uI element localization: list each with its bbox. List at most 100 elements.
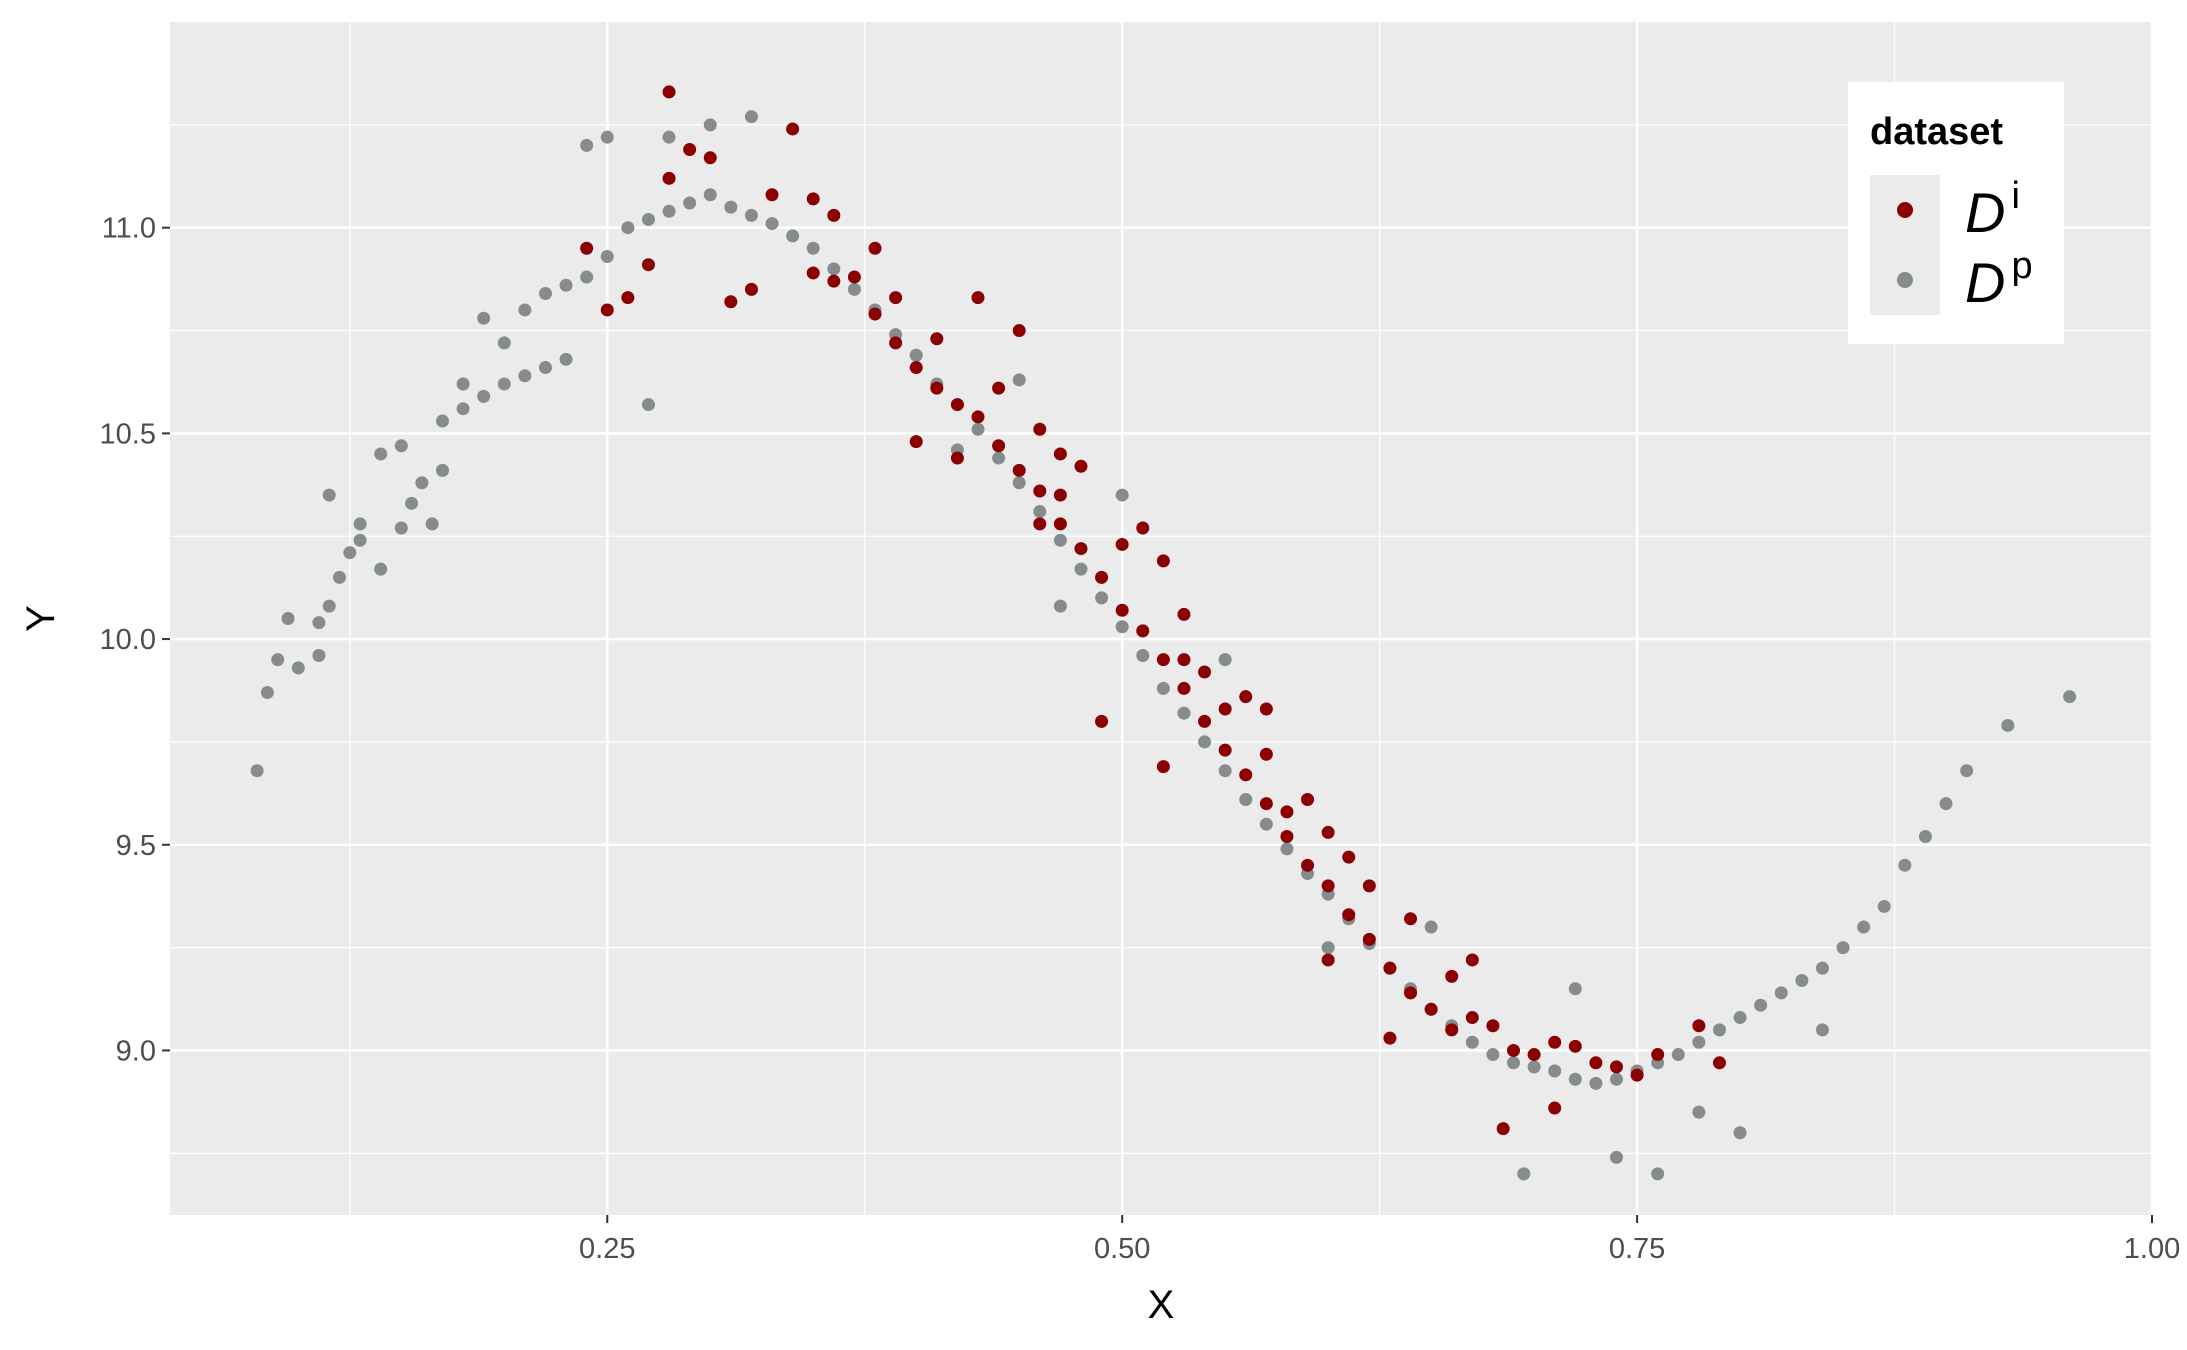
data-point <box>1218 702 1232 716</box>
data-point <box>1383 1031 1397 1045</box>
legend-key-point <box>1897 202 1913 218</box>
data-point <box>600 303 614 317</box>
data-point <box>1136 521 1150 535</box>
data-point <box>1857 920 1871 934</box>
data-point <box>1053 517 1067 531</box>
data-point <box>1033 517 1047 531</box>
data-point <box>703 188 717 202</box>
legend-key-point <box>1897 272 1913 288</box>
data-point <box>538 361 552 375</box>
data-point <box>1712 1056 1726 1070</box>
data-point <box>1507 1056 1521 1070</box>
x-axis-title: X <box>1148 1283 1175 1327</box>
data-point <box>1321 953 1335 967</box>
y-tick-label: 10.5 <box>100 418 156 450</box>
data-point <box>1012 476 1026 490</box>
data-point <box>1053 533 1067 547</box>
data-point <box>1445 1023 1459 1037</box>
data-point <box>312 649 326 663</box>
data-point <box>1548 1101 1562 1115</box>
data-point <box>1177 681 1191 695</box>
data-point <box>1517 1167 1531 1181</box>
data-point <box>1053 447 1067 461</box>
data-point <box>909 348 923 362</box>
data-point <box>1465 1035 1479 1049</box>
data-point <box>374 562 388 576</box>
x-tick-label: 0.50 <box>1094 1233 1150 1265</box>
data-point <box>1362 932 1376 946</box>
data-point <box>827 274 841 288</box>
data-point <box>1321 825 1335 839</box>
data-point <box>1651 1048 1665 1062</box>
data-point <box>1321 879 1335 893</box>
data-point <box>538 287 552 301</box>
data-point <box>271 653 285 667</box>
data-point <box>1259 747 1273 761</box>
data-point <box>1815 1023 1829 1037</box>
data-point <box>559 278 573 292</box>
data-point <box>889 291 903 305</box>
minor-gridlines <box>170 22 2152 1215</box>
data-point <box>1527 1060 1541 1074</box>
data-point <box>992 451 1006 465</box>
data-point <box>847 270 861 284</box>
data-point <box>1404 912 1418 926</box>
x-tick-label: 0.75 <box>1609 1233 1665 1265</box>
data-point <box>1362 879 1376 893</box>
data-point <box>1156 760 1170 774</box>
data-point <box>1404 986 1418 1000</box>
data-point <box>806 266 820 280</box>
data-point <box>580 241 594 255</box>
data-point <box>435 463 449 477</box>
data-point <box>786 122 800 136</box>
data-point <box>291 661 305 675</box>
y-axis: 9.0 9.5 10.0 10.5 11.0 <box>100 213 170 1067</box>
data-point <box>1609 1060 1623 1074</box>
data-point <box>600 130 614 144</box>
data-point <box>1651 1167 1665 1181</box>
y-tick-label: 9.0 <box>116 1035 156 1067</box>
data-point <box>333 570 347 584</box>
data-point <box>1496 1122 1510 1136</box>
data-point <box>1259 797 1273 811</box>
data-point <box>1156 653 1170 667</box>
data-point <box>1095 570 1109 584</box>
data-point <box>1898 858 1912 872</box>
data-point <box>662 130 676 144</box>
data-point <box>580 270 594 284</box>
data-point <box>343 546 357 560</box>
data-point <box>1383 961 1397 975</box>
data-point <box>1568 1039 1582 1053</box>
data-point <box>847 282 861 296</box>
data-point <box>827 208 841 222</box>
data-point <box>425 517 439 531</box>
data-point <box>1012 373 1026 387</box>
data-point <box>909 435 923 449</box>
data-point <box>1342 908 1356 922</box>
y-tick-label: 10.0 <box>100 624 156 656</box>
data-point <box>1609 1072 1623 1086</box>
data-point <box>992 381 1006 395</box>
data-point <box>260 686 274 700</box>
data-point <box>1095 591 1109 605</box>
data-point <box>394 439 408 453</box>
data-point <box>322 599 336 613</box>
data-point <box>992 439 1006 453</box>
data-point <box>1259 702 1273 716</box>
data-point <box>477 389 491 403</box>
x-tick-label: 1.00 <box>2124 1233 2180 1265</box>
data-point <box>744 208 758 222</box>
data-point <box>1486 1048 1500 1062</box>
data-point <box>1486 1019 1500 1033</box>
data-point <box>497 336 511 350</box>
data-point <box>1836 941 1850 955</box>
data-point <box>1115 537 1129 551</box>
legend-title: dataset <box>1870 111 2003 153</box>
data-point <box>641 398 655 412</box>
data-point <box>950 451 964 465</box>
data-point <box>703 118 717 132</box>
data-point <box>1095 714 1109 728</box>
data-point <box>1465 1011 1479 1025</box>
